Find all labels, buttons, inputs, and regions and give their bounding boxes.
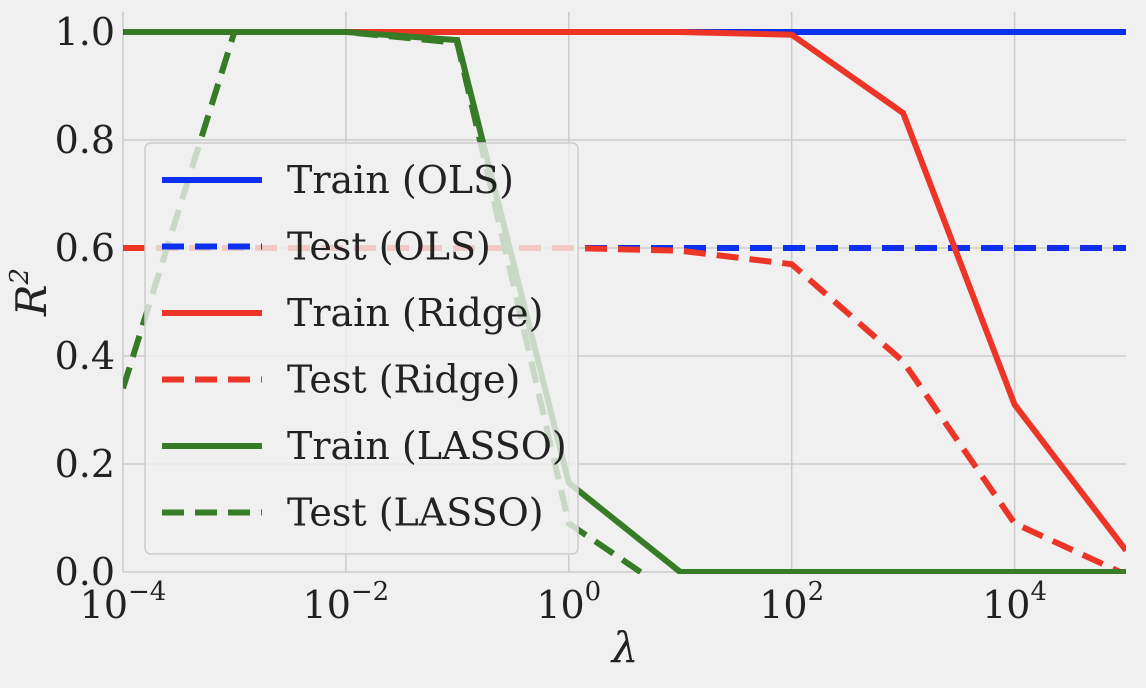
- y-axis-label-sup: 2: [5, 268, 35, 286]
- y-tick-label-3: 0.6: [55, 226, 115, 270]
- x-tick-label-4: 104: [982, 577, 1047, 627]
- y-tick-label-4: 0.8: [55, 118, 115, 162]
- y-tick-label-0: 0.0: [55, 550, 115, 594]
- legend-label-3: Train (Ridge): [287, 291, 543, 335]
- series-lines: [123, 29, 1126, 574]
- y-tick-label-5: 1.0: [55, 10, 115, 54]
- y-tick-label-1: 0.2: [55, 442, 115, 486]
- legend-label-1: Train (OLS): [287, 158, 514, 202]
- x-tick-labels: 10−4 10−2 100 102 104: [80, 577, 1047, 627]
- x-tick-label-3: 102: [759, 577, 824, 627]
- x-axis-label: λ: [610, 623, 639, 672]
- legend: Train (OLS) Test (OLS) Train (Ridge) Test (…: [144, 142, 579, 555]
- y-tick-label-2: 0.4: [55, 334, 115, 378]
- x-tick-label-0: 10−4: [80, 577, 167, 627]
- x-tick-label-1: 10−2: [303, 577, 390, 627]
- legend-label-6: Test (LASSO): [287, 491, 544, 535]
- y-axis-label-base: R: [7, 284, 56, 317]
- legend-label-4: Test (Ridge): [287, 358, 520, 402]
- y-tick-labels: 0.0 0.2 0.4 0.6 0.8 1.0: [55, 10, 115, 594]
- legend-label-5: Train (LASSO): [287, 424, 567, 468]
- legend-label-2: Test (OLS): [287, 225, 491, 269]
- x-tick-label-2: 100: [536, 577, 601, 627]
- y-axis-label: R2: [5, 268, 56, 317]
- legend-box: [144, 142, 579, 555]
- series-line-6: [123, 29, 649, 574]
